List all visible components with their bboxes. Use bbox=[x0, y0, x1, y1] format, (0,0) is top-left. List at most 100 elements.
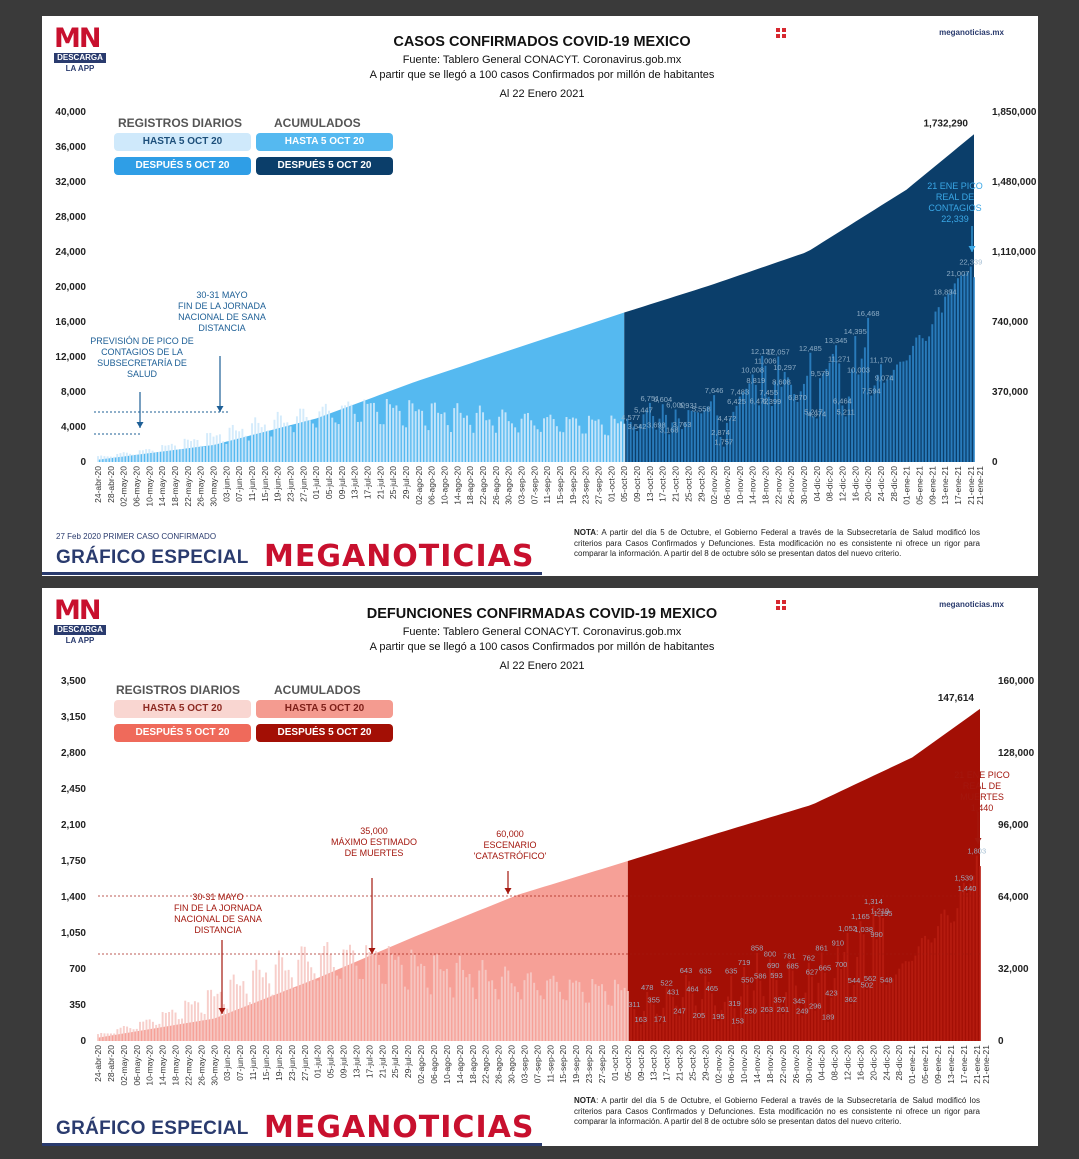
daily-bar bbox=[174, 445, 176, 462]
site-url[interactable]: meganoticias.mx bbox=[939, 28, 1004, 37]
annotation-text: DE MUERTES bbox=[345, 848, 404, 858]
daily-bar bbox=[655, 429, 658, 462]
daily-bar bbox=[811, 976, 813, 1041]
daily-bar bbox=[807, 962, 810, 1041]
daily-bar bbox=[212, 436, 215, 462]
daily-bar bbox=[571, 982, 574, 1041]
daily-bar bbox=[514, 427, 517, 462]
x-axis-tick: 22-nov-20 bbox=[778, 1045, 788, 1084]
annotation-text: MÁXIMO ESTIMADO bbox=[331, 837, 417, 847]
x-axis-tick: 10-may-20 bbox=[145, 1045, 155, 1086]
x-axis-tick: 01-jul-20 bbox=[313, 1045, 323, 1078]
daily-bar bbox=[247, 440, 250, 462]
daily-bar bbox=[125, 452, 128, 462]
daily-bar bbox=[158, 451, 160, 462]
daily-value-label: 9,074 bbox=[875, 374, 894, 383]
daily-bar bbox=[462, 969, 465, 1041]
daily-bar bbox=[319, 953, 322, 1041]
daily-bar bbox=[616, 423, 619, 462]
annotation-text: 21 ENE PICO bbox=[954, 770, 1010, 780]
daily-bar bbox=[219, 991, 222, 1041]
x-axis-tick: 02-nov-20 bbox=[713, 1045, 723, 1084]
site-url[interactable]: meganoticias.mx bbox=[939, 600, 1004, 609]
right-axis-tick: 160,000 bbox=[998, 676, 1035, 687]
x-axis-tick: 11-sep-20 bbox=[545, 1045, 555, 1083]
daily-bar bbox=[421, 410, 424, 462]
daily-bar bbox=[103, 1033, 106, 1041]
daily-bar bbox=[794, 985, 797, 1041]
daily-bar bbox=[891, 978, 894, 1041]
daily-bar bbox=[332, 967, 335, 1041]
x-axis-tick: 10-ago-20 bbox=[440, 466, 450, 505]
daily-bar bbox=[575, 980, 578, 1041]
daily-bar bbox=[706, 406, 709, 462]
daily-bar bbox=[648, 402, 651, 462]
left-axis-tick: 2,450 bbox=[61, 784, 86, 795]
daily-bar bbox=[765, 1013, 768, 1041]
x-axis-tick: 05-jul-20 bbox=[324, 466, 334, 499]
x-axis-tick: 13-jul-20 bbox=[351, 1045, 361, 1078]
footer-divider bbox=[42, 1143, 542, 1146]
x-axis-tick: 11-sep-20 bbox=[542, 466, 552, 504]
x-axis-tick: 17-jul-20 bbox=[364, 1045, 374, 1078]
mn-logo[interactable]: MN DESCARGA LA APP bbox=[54, 597, 106, 646]
daily-bar bbox=[491, 980, 494, 1041]
daily-bar bbox=[732, 411, 735, 462]
x-axis-tick: 30-may-20 bbox=[209, 1045, 219, 1086]
daily-bar bbox=[379, 424, 382, 462]
x-axis-tick: 21-oct-20 bbox=[671, 466, 681, 502]
daily-bar bbox=[716, 415, 719, 462]
daily-bar bbox=[914, 955, 917, 1041]
x-axis-tick: 25-oct-20 bbox=[683, 466, 693, 502]
daily-bar bbox=[587, 415, 590, 462]
daily-bar bbox=[769, 958, 771, 1041]
daily-bar bbox=[326, 942, 329, 1041]
nota-body: : A partir del día 5 de Octubre, el Gobi… bbox=[574, 528, 980, 558]
daily-bar bbox=[888, 981, 891, 1041]
daily-bar bbox=[568, 979, 571, 1041]
daily-bar bbox=[226, 1008, 229, 1041]
daily-bar bbox=[878, 915, 881, 1041]
daily-bar bbox=[365, 945, 368, 1041]
daily-bar bbox=[164, 1012, 167, 1041]
daily-bar bbox=[158, 1023, 161, 1041]
daily-bar bbox=[216, 993, 219, 1041]
left-axis-tick: 2,100 bbox=[61, 820, 86, 831]
daily-bar bbox=[513, 986, 516, 1041]
daily-bar bbox=[168, 1012, 171, 1041]
daily-bar bbox=[785, 992, 788, 1041]
x-axis-tick: 14-may-20 bbox=[157, 466, 167, 507]
x-axis-tick: 13-ene-21 bbox=[940, 466, 950, 505]
x-axis-tick: 10-may-20 bbox=[144, 466, 154, 507]
daily-bar bbox=[962, 882, 965, 1041]
right-axis-tick: 740,000 bbox=[992, 317, 1029, 328]
left-axis-tick: 700 bbox=[69, 964, 86, 975]
daily-bar bbox=[565, 417, 568, 462]
daily-bar bbox=[860, 358, 863, 462]
mn-logo[interactable]: MN DESCARGA LA APP bbox=[54, 25, 106, 74]
daily-value-label: 11,170 bbox=[870, 355, 892, 364]
daily-bar bbox=[407, 989, 410, 1041]
daily-bar bbox=[697, 1019, 700, 1041]
daily-bar bbox=[529, 972, 532, 1041]
legend-daily-after: DESPUÉS 5 OCT 20 bbox=[114, 724, 251, 742]
daily-bar bbox=[610, 415, 613, 462]
right-axis-tick: 0 bbox=[992, 457, 998, 468]
daily-bar bbox=[668, 990, 671, 1041]
x-axis-tick: 03-sep-20 bbox=[519, 1045, 529, 1084]
daily-value-label: 781 bbox=[783, 952, 796, 961]
daily-bar bbox=[788, 960, 791, 1041]
daily-bar bbox=[382, 424, 385, 462]
annotation-arrowhead bbox=[218, 1008, 226, 1014]
daily-value-label: 6,472 bbox=[750, 396, 769, 405]
daily-value-label: 7,646 bbox=[705, 386, 724, 395]
daily-bar bbox=[649, 996, 652, 1041]
daily-value-label: 8,819 bbox=[746, 376, 765, 385]
daily-bar bbox=[865, 989, 868, 1041]
daily-bar bbox=[271, 994, 274, 1041]
daily-bar bbox=[252, 970, 255, 1041]
daily-bar bbox=[793, 393, 796, 462]
left-axis-tick: 4,000 bbox=[61, 422, 86, 433]
daily-value-label: 423 bbox=[825, 988, 838, 997]
daily-value-label: 635 bbox=[699, 967, 712, 976]
